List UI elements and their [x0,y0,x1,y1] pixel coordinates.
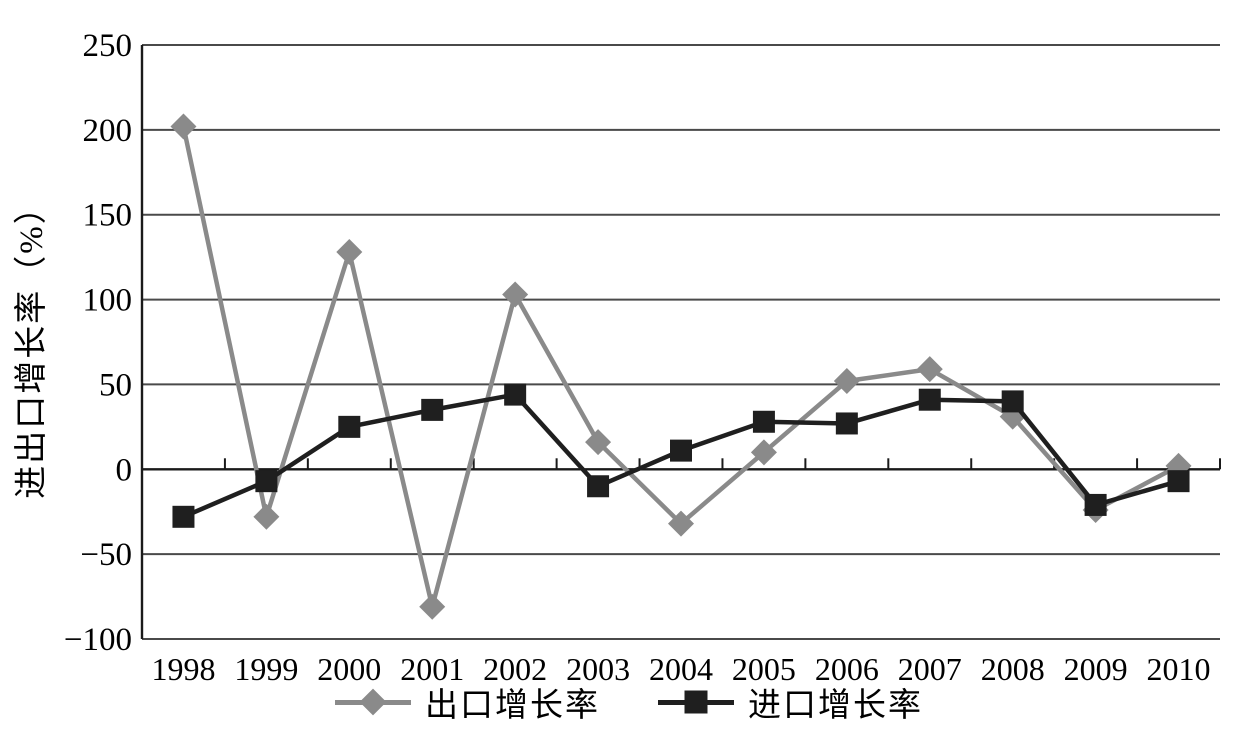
data-point-square [1001,390,1024,413]
data-point-square [918,388,941,411]
x-tick-label: 2007 [898,651,962,687]
data-point-square [504,383,527,406]
x-tick-label: 2000 [317,651,381,687]
data-point-square [421,398,444,421]
data-point-diamond [916,356,943,383]
x-tick-label: 2003 [566,651,630,687]
data-point-diamond [170,113,197,140]
x-tick-label: 2005 [732,651,796,687]
data-point-square [752,410,775,433]
legend-label-import: 进口增长率 [748,688,923,724]
x-tick-label: 2001 [400,651,464,687]
x-tick-label: 2004 [649,651,713,687]
x-tick-label: 1999 [234,651,298,687]
x-tick-label: 2009 [1064,651,1128,687]
x-tick-label: 2002 [483,651,547,687]
y-tick-label: 200 [83,113,133,149]
diamond-marker-icon [359,688,387,716]
y-tick-label: −50 [80,537,132,573]
y-tick-label: 50 [99,367,132,403]
export-line-sample [335,688,411,716]
legend-item-import: 进口增长率 [658,678,923,726]
data-point-diamond [668,510,694,537]
x-tick-label: 1998 [151,651,215,687]
chart-legend: 出口增长率 进口增长率 [0,680,1258,724]
y-tick-label: −100 [64,622,132,658]
y-axis-title: 进出口增长率（%） [14,189,50,499]
data-point-square [835,412,858,435]
data-point-square [172,505,195,528]
data-point-square [587,475,610,498]
data-point-square [338,415,361,438]
y-tick-label: 100 [83,283,133,319]
data-point-diamond [336,239,363,266]
square-marker-icon [684,690,708,714]
legend-label-export: 出口增长率 [425,688,600,724]
data-point-square [670,439,692,462]
x-tick-label: 2006 [815,651,879,687]
data-point-square [1084,493,1107,516]
data-point-diamond [253,503,280,530]
data-point-square [255,470,278,493]
data-point-diamond [419,593,446,620]
legend-item-export: 出口增长率 [335,678,600,726]
data-point-diamond [750,439,777,466]
y-tick-label: 0 [116,452,133,488]
data-point-diamond [502,281,529,308]
data-point-diamond [833,368,860,395]
x-tick-label: 2010 [1147,651,1211,687]
y-tick-label: 150 [83,198,133,234]
data-point-square [1167,470,1190,493]
import-line-sample [658,690,734,714]
data-point-diamond [585,429,612,456]
y-tick-label: 250 [83,28,133,64]
x-tick-label: 2008 [981,651,1045,687]
